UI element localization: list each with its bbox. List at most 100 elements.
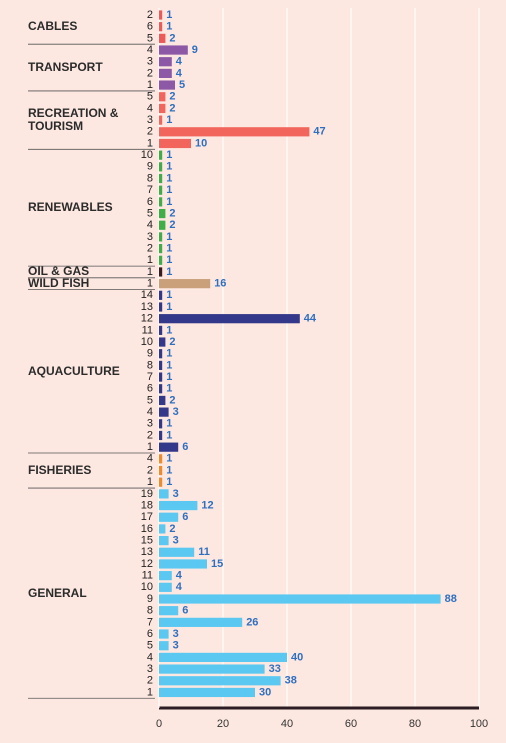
bar [159,45,188,55]
value-label: 15 [211,558,223,570]
bar [159,220,166,230]
y-tick-label: 6 [147,628,153,640]
bar [159,372,163,382]
value-label: 1 [166,114,172,126]
y-tick-label: 3 [147,56,153,68]
value-label: 2 [169,394,175,406]
bar [159,559,207,569]
value-label: 1 [166,418,172,430]
value-label: 3 [173,640,179,652]
bar [159,536,169,546]
y-tick-label: 12 [141,558,153,570]
group-label: TRANSPORT [28,60,103,75]
y-tick-label: 1 [147,278,153,290]
group-label: RENEWABLES [28,200,113,215]
value-label: 3 [173,406,179,418]
y-tick-label: 1 [147,254,153,266]
value-label: 1 [166,429,172,441]
value-label: 10 [195,137,207,149]
y-tick-label: 17 [141,511,153,523]
value-label: 88 [445,593,457,605]
value-label: 3 [173,628,179,640]
bar [159,127,310,137]
bar [159,103,166,114]
bar [159,617,243,627]
bar [159,442,179,452]
bar [159,687,255,698]
bar [159,395,166,406]
value-label: 1 [166,266,172,278]
y-tick-label: 4 [147,102,153,114]
y-tick-label: 5 [147,640,153,652]
y-tick-label: 18 [141,499,153,511]
y-tick-label: 11 [142,570,153,582]
y-tick-label: 15 [141,535,153,547]
y-tick-label: 6 [147,196,153,208]
bar [159,185,163,195]
value-label: 4 [176,67,183,79]
bar [159,197,163,207]
bar [159,173,163,184]
value-label: 1 [166,383,172,395]
value-label: 1 [166,243,172,255]
x-tick-label: 60 [345,718,357,730]
value-label: 1 [166,359,172,371]
bar [159,150,163,160]
group-label: CABLES [28,19,78,34]
bar [159,22,163,32]
value-label: 2 [169,207,175,219]
value-label: 4 [176,581,183,593]
y-tick-label: 2 [147,126,153,138]
value-label: 30 [259,686,271,698]
value-label: 6 [182,511,188,523]
y-tick-label: 8 [147,172,153,184]
y-tick-label: 1 [147,137,153,149]
bar [159,676,281,686]
value-label: 16 [214,278,226,290]
y-tick-label: 5 [147,207,153,219]
value-label: 2 [169,32,175,44]
value-label: 1 [166,149,172,161]
bar [159,629,169,639]
value-label: 6 [182,605,188,617]
value-label: 2 [169,523,175,535]
bar [159,582,172,592]
value-label: 12 [201,499,213,511]
value-label: 44 [304,313,317,325]
value-label: 1 [166,231,172,243]
y-tick-label: 5 [147,91,153,103]
bar [159,477,163,487]
y-tick-label: 12 [141,313,153,325]
x-tick-label: 100 [470,718,488,730]
y-tick-label: 2 [147,675,153,687]
bar [159,115,163,125]
bar [159,384,163,394]
y-tick-label: 4 [147,651,153,663]
bar [159,208,166,219]
bar [159,302,163,312]
value-label: 1 [166,161,172,173]
bar [159,465,163,476]
y-tick-label: 2 [147,429,153,441]
bar [159,454,163,464]
bar [159,664,265,674]
y-tick-label: 3 [147,114,153,126]
y-tick-label: 6 [147,21,153,33]
bar [159,349,163,359]
bar [159,138,191,149]
value-label: 2 [169,336,175,348]
y-tick-label: 7 [147,184,153,196]
group-label: AQUACULTURE [28,363,120,378]
value-label: 3 [173,535,179,547]
bar [159,244,163,254]
bar [159,314,300,324]
group-label: GENERAL [28,585,87,600]
bar [159,524,166,534]
y-tick-label: 1 [147,441,153,453]
y-tick-label: 9 [147,161,153,173]
bar [159,430,163,441]
y-tick-label: 1 [147,686,153,698]
y-tick-label: 3 [147,231,153,243]
value-label: 1 [166,371,172,383]
